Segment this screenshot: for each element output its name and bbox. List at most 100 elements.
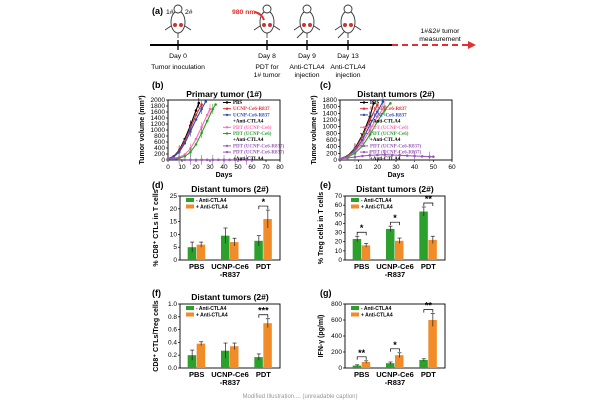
legend-entry: PBS: [370, 101, 379, 106]
significance-bracket: [356, 356, 367, 360]
x-tick-label: 10: [355, 164, 363, 171]
chart-legend: - Anti-CTLA4+ Anti-CTLA4: [351, 306, 393, 319]
data-point: [194, 113, 198, 117]
timeline-event-label: Anti-CTLA4 injection: [330, 64, 365, 79]
x-axis-label: Days: [388, 172, 405, 179]
data-point: [204, 100, 208, 103]
data-point: [214, 103, 217, 106]
data-point: [194, 143, 198, 146]
data-point: [376, 103, 379, 107]
laser-label: 980 nm: [232, 9, 255, 16]
y-tick-label: 30: [335, 230, 343, 237]
significance-stars: **: [425, 194, 433, 204]
legend-entry: +Anti-CTLA4: [233, 138, 264, 143]
syringe-icon: [337, 30, 346, 39]
chart-d: 0 5 10 15 20 25 % CD8⁺ CTLs in T cells(d) Dista…: [152, 180, 281, 279]
timeline-end-label: 1#&2# tumor measurement: [419, 28, 461, 43]
mouse-head: [302, 4, 312, 14]
series-line: [167, 104, 217, 160]
mouse-label-1: 1#: [166, 9, 174, 16]
legend-entry: PDT (UCNP-Ce6): [370, 126, 409, 131]
timeline-day-label: Day 13: [337, 53, 359, 60]
significance-stars: *: [360, 223, 364, 233]
significance-bracket: [390, 348, 400, 352]
mouse-limbs: [253, 25, 281, 38]
legend-entry: PDT (UCNP-Ce6-R837): [233, 151, 284, 156]
data-point: [361, 154, 364, 158]
data-point: [405, 154, 409, 157]
legend-entry: + Anti-CTLA4: [361, 205, 393, 211]
significance-bracket: [356, 231, 367, 236]
tumor-1-mark: [262, 23, 266, 27]
legend-entry: - Anti-CTLA4: [196, 198, 227, 204]
laser-arrow-icon: [254, 11, 265, 21]
bar: [361, 245, 371, 260]
x-tick-label: 0: [166, 164, 170, 171]
timeline-day-label: Day 8: [258, 53, 276, 60]
bar: [263, 219, 272, 260]
y-tick-label: 600: [326, 137, 337, 144]
legend-marker: [225, 150, 229, 154]
legend-marker: [362, 113, 366, 117]
syringe-icon: [296, 30, 305, 39]
mouse-icon: [253, 4, 281, 38]
legend-entry: PDT (UCNP-Ce6-R837): [370, 144, 421, 149]
mouse-label-2: 2#: [185, 9, 193, 16]
panel-label-a: (a): [152, 6, 163, 16]
legend-marker: [362, 150, 366, 154]
significance-stars: *: [393, 340, 397, 350]
significance-stars: **: [425, 301, 433, 311]
y-tick-label: 1600: [323, 104, 338, 111]
category-label: PDT: [421, 370, 436, 379]
legend-entry: +Anti-CTLA4: [233, 120, 264, 125]
chart-legend: - Anti-CTLA4+ Anti-CTLA4: [351, 198, 393, 211]
x-tick-label: 50: [234, 164, 242, 171]
legend-entry: +Anti-CTLA4: [233, 157, 264, 162]
bar: [352, 365, 362, 368]
bar: [230, 346, 239, 368]
legend-marker: [362, 126, 366, 129]
data-point: [228, 158, 231, 162]
bar: [419, 360, 428, 368]
legend-marker: [225, 101, 229, 104]
legend-swatch: [186, 198, 194, 202]
y-tick-label: 5: [173, 244, 177, 251]
y-tick-label: 1000: [151, 127, 166, 134]
category-label: PDT: [256, 370, 271, 379]
bar: [395, 355, 404, 368]
x-tick-label: 20: [192, 164, 200, 171]
panel-label-d: (d): [152, 180, 164, 190]
y-tick-label: 1400: [151, 115, 166, 122]
y-axis-label: Tumor volume (mm³): [139, 95, 146, 164]
y-axis-label: % Treg cells in T cells: [318, 192, 325, 264]
panel-label-g: (g): [320, 288, 332, 298]
data-point: [376, 115, 379, 118]
legend-entry: UCNP-Ce6-R837: [233, 107, 270, 112]
category-label: PDT: [256, 262, 271, 271]
category-label: PDT: [421, 262, 436, 271]
bar: [221, 350, 230, 368]
y-tick-label: 600: [154, 139, 165, 146]
y-tick-label: 0: [338, 257, 342, 264]
series-line: [167, 104, 203, 160]
significance-bracket: [258, 314, 269, 318]
bar: [386, 363, 395, 368]
legend-marker: [225, 113, 229, 117]
legend-marker: [225, 126, 229, 129]
significance-stars: ***: [258, 306, 269, 316]
y-tick-label: 50: [335, 211, 343, 218]
data-point: [217, 158, 220, 162]
y-tick-label: 0.2: [168, 352, 177, 359]
y-tick-label: 2000: [151, 97, 166, 104]
data-point: [389, 102, 392, 105]
legend-swatch: [186, 204, 194, 209]
mouse-icon: [293, 4, 321, 39]
data-point: [376, 153, 379, 157]
bar: [361, 362, 371, 368]
x-tick-label: 0: [338, 164, 342, 171]
data-point: [361, 135, 364, 138]
data-point: [172, 157, 175, 160]
y-tick-label: 1800: [151, 103, 166, 110]
panel-label-e: (e): [320, 180, 331, 190]
y-tick-label: 200: [331, 349, 342, 356]
